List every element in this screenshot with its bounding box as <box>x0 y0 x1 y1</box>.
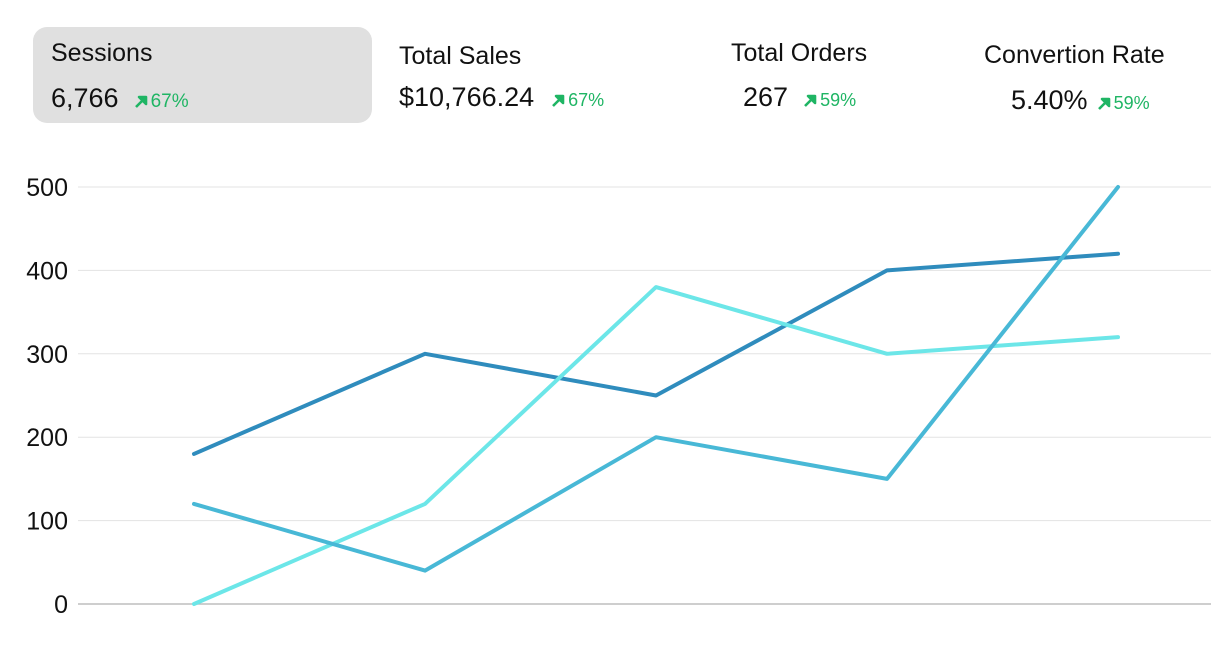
y-tick-label: 200 <box>26 424 68 452</box>
kpi-card-total-orders[interactable]: Total Orders 267 59% <box>715 27 935 123</box>
kpi-label: Sessions <box>51 39 153 67</box>
y-tick-label: 500 <box>26 174 68 202</box>
kpi-change: 67% <box>150 91 189 112</box>
kpi-card-total-sales[interactable]: Total Sales $10,766.24 67% <box>380 27 680 123</box>
y-tick-label: 100 <box>26 508 68 536</box>
y-tick-label: 0 <box>54 591 68 619</box>
arrow-up-right-icon <box>804 94 817 107</box>
y-tick-label: 300 <box>26 341 68 369</box>
kpi-label: Total Sales <box>399 42 522 70</box>
kpi-value: 6,766 <box>51 83 119 113</box>
kpi-value: 267 <box>743 82 789 112</box>
kpi-label: Convertion Rate <box>984 41 1165 69</box>
kpi-change: 67% <box>568 90 605 110</box>
kpi-change: 59% <box>1113 93 1150 113</box>
kpi-card-sessions[interactable]: Sessions 6,766 67% <box>33 27 372 123</box>
arrow-up-right-icon <box>1097 97 1111 110</box>
series-line-3 <box>192 185 1120 573</box>
kpi-value: $10,766.24 <box>399 82 535 112</box>
kpi-label: Total Orders <box>731 39 868 67</box>
kpi-value: 5.40% <box>1011 85 1088 115</box>
series-line-2 <box>192 285 1120 606</box>
series-line-1 <box>192 251 1120 456</box>
arrow-up-right-icon <box>552 94 565 107</box>
kpi-card-convertion-rate[interactable]: Convertion Rate 5.40% 59% <box>968 27 1204 123</box>
y-tick-label: 400 <box>26 257 68 285</box>
kpi-change: 59% <box>820 90 857 110</box>
arrow-up-right-icon <box>134 95 148 108</box>
